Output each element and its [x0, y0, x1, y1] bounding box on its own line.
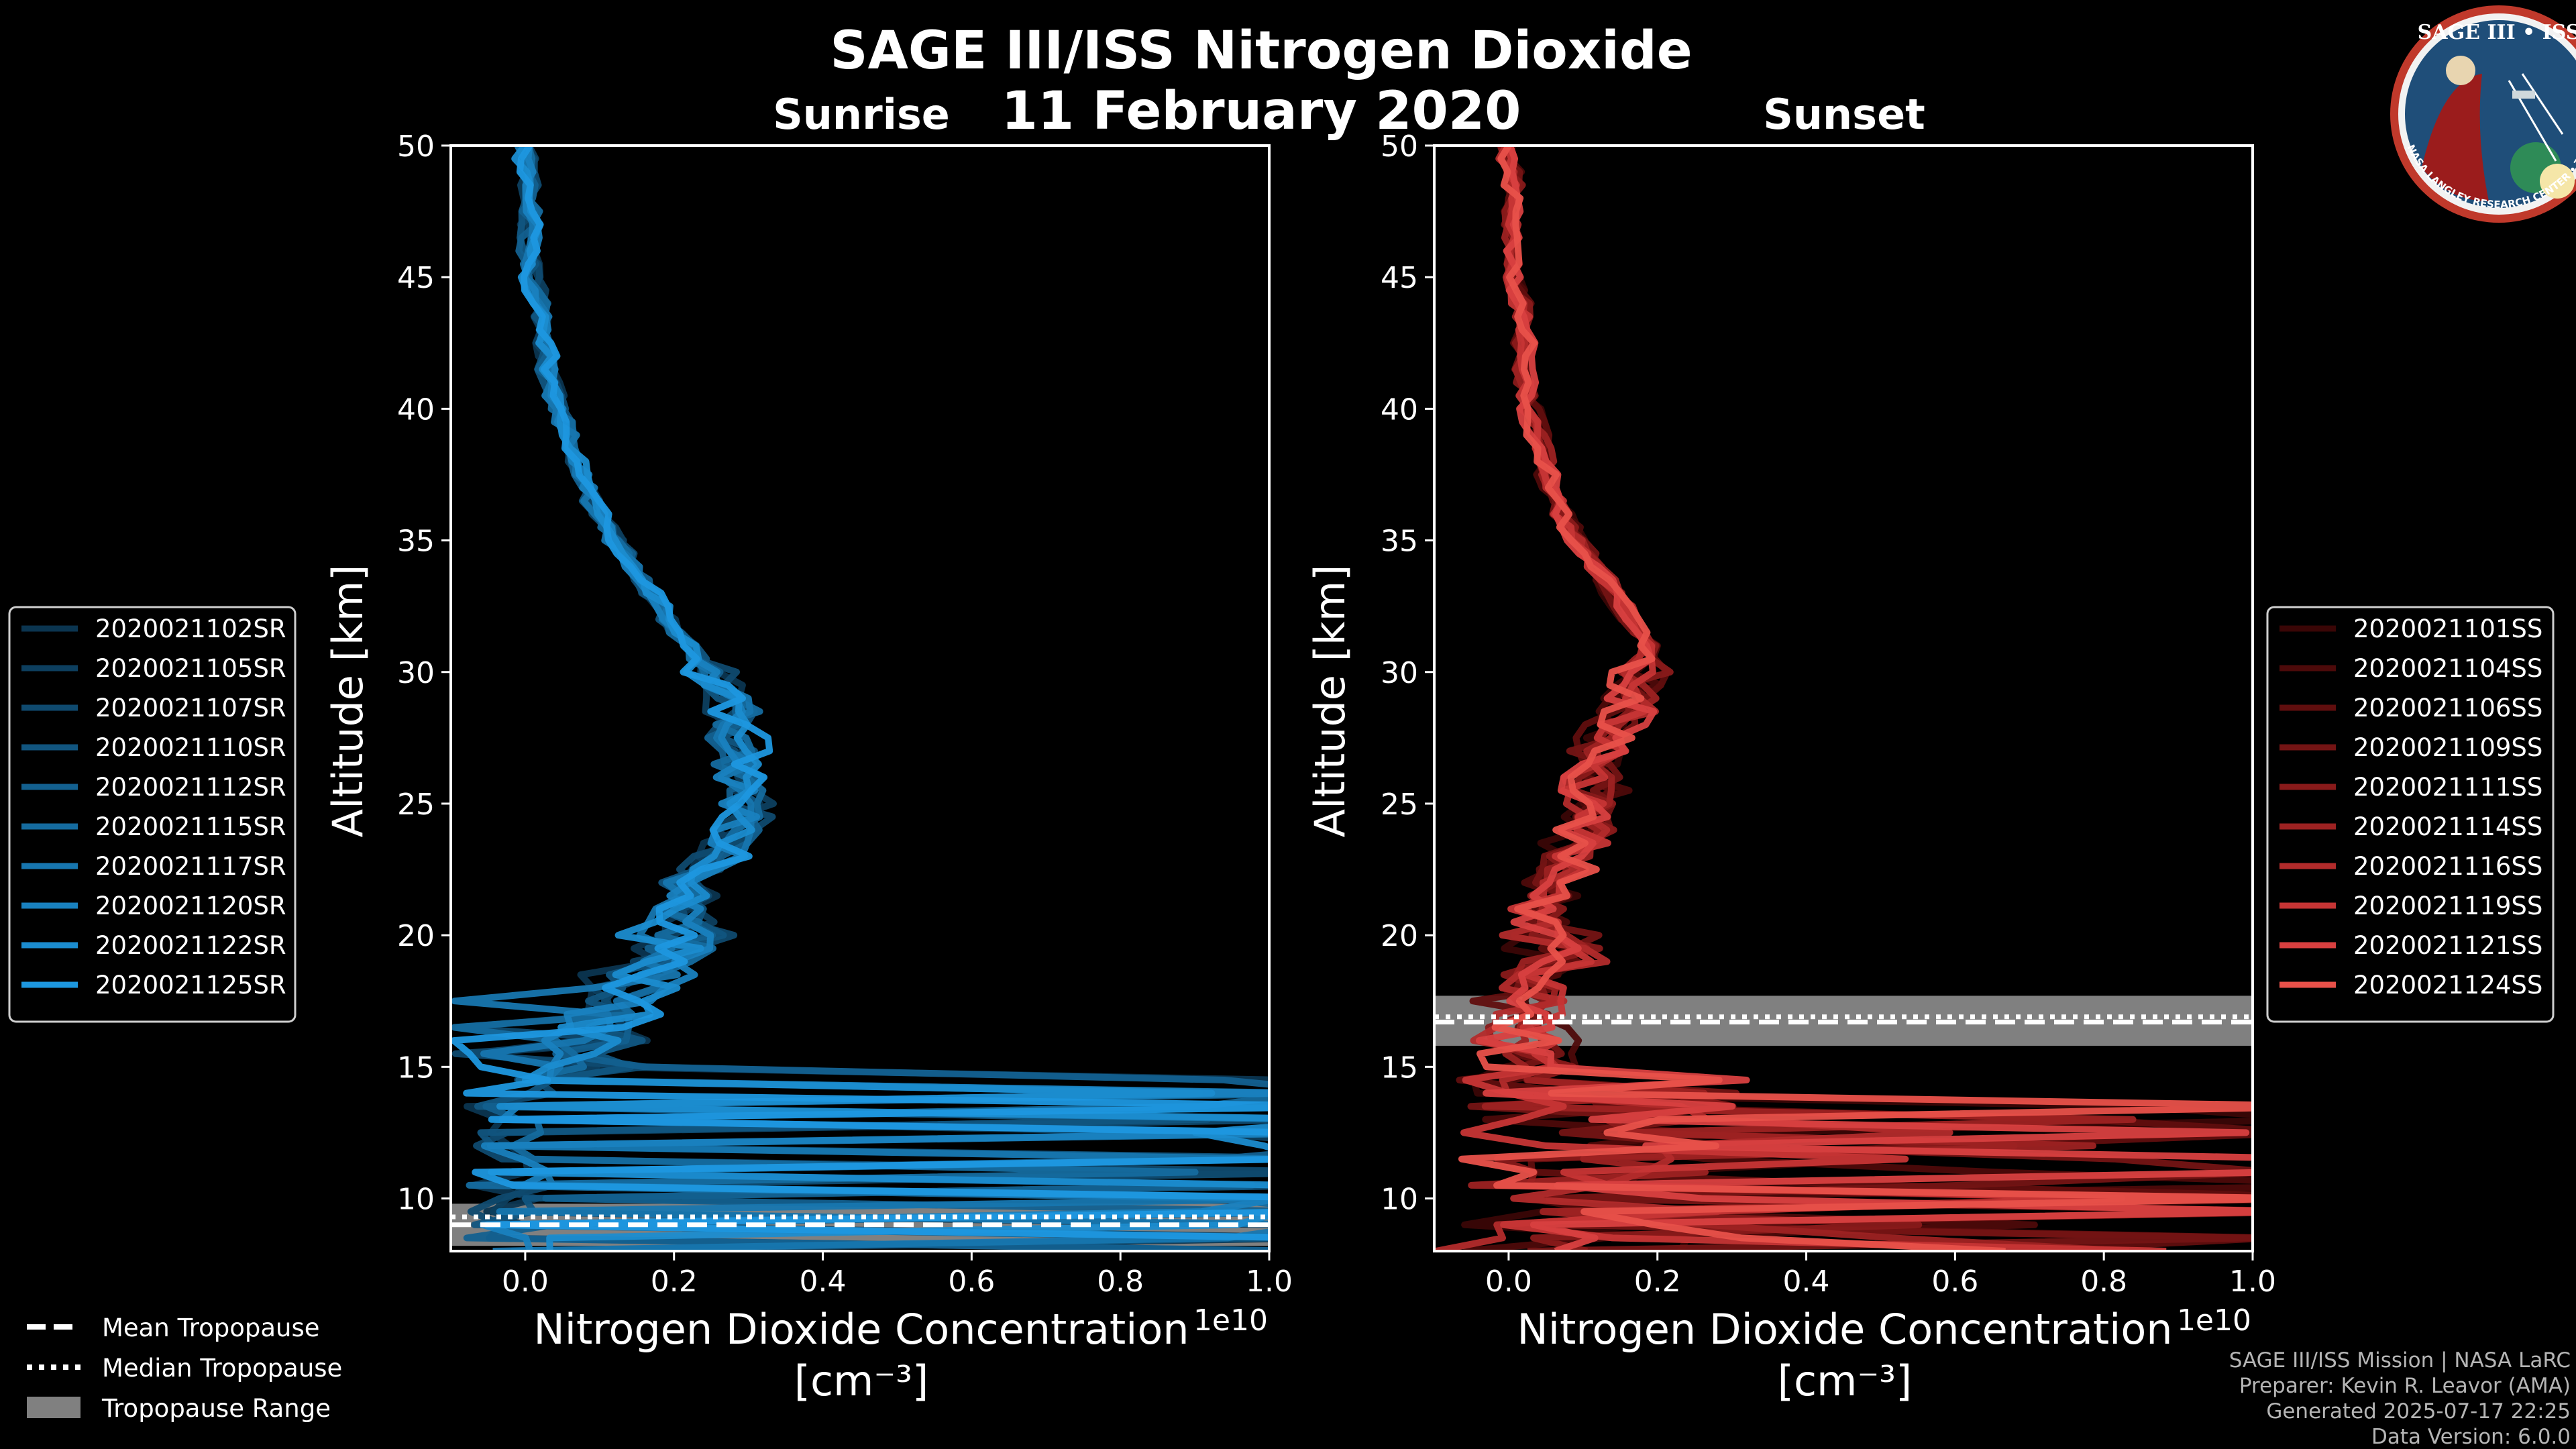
- legend-box: [8, 606, 297, 1023]
- y-tick-label: 35: [397, 525, 435, 559]
- logo-title: SAGE III • ISS: [2418, 21, 2576, 44]
- legend-entry-label: 2020021121SS: [2353, 931, 2542, 960]
- y-tick-label: 25: [1381, 788, 1418, 822]
- credit-mission: SAGE III/ISS Mission | NASA LaRC: [2229, 1348, 2571, 1373]
- legend-entry-label: 2020021111SS: [2353, 773, 2542, 802]
- legend-entry-label: 2020021114SS: [2353, 812, 2542, 841]
- sunset-legend: 2020021101SS 2020021104SS 2020021106SS 2020…: [2266, 606, 2555, 1023]
- legend-entry-label: 2020021109SS: [2353, 733, 2542, 762]
- y-tick-label: 15: [1381, 1051, 1418, 1085]
- x-axis-label: Nitrogen Dioxide Concentration: [1517, 1305, 2172, 1354]
- sunset-panel-title: Sunset: [1763, 90, 1925, 139]
- y-tick-label: 50: [1381, 129, 1418, 164]
- sunrise-legend: 2020021102SR 2020021105SR 2020021107SR 2020…: [8, 606, 297, 1023]
- x-tick-label: 0.0: [502, 1265, 549, 1299]
- x-tick-label: 0.4: [1783, 1265, 1830, 1299]
- series-line-2020021121SS: [1475, 146, 2253, 1251]
- sunset-chart: 0.0 0.2 0.4 0.6 0.8 1.0 10 15 20 25 30 35 40 45 50 1e10…: [1305, 129, 2276, 1405]
- sunrise-panel-title: Sunrise: [773, 90, 950, 139]
- credit-generated: Generated 2025-07-17 22:25: [2266, 1399, 2571, 1424]
- legend-entry-label: 2020021117SR: [95, 852, 286, 881]
- y-axis-label: Altitude [km]: [323, 565, 372, 838]
- x-offset-label: 1e10: [2177, 1303, 2251, 1338]
- x-axis-units: [cm⁻³]: [1778, 1356, 1912, 1405]
- median-tropopause-label: Median Tropopause: [102, 1354, 342, 1383]
- y-tick-label: 30: [1381, 656, 1418, 690]
- y-tick-label: 20: [1381, 919, 1418, 953]
- legend-entry-label: 2020021110SR: [95, 733, 286, 762]
- x-tick-label: 0.6: [948, 1265, 995, 1299]
- y-tick-label: 40: [1381, 392, 1418, 427]
- logo-figure-icon: [2422, 74, 2489, 201]
- credit-preparer: Preparer: Kevin R. Leavor (AMA): [2239, 1374, 2571, 1398]
- y-tick-label: 10: [1381, 1183, 1418, 1217]
- series-line-2020021125SR: [451, 146, 1269, 1241]
- legend-entry-label: 2020021122SR: [95, 931, 286, 960]
- legend-entry-label: 2020021125SR: [95, 971, 286, 1000]
- x-tick-label: 0.2: [1634, 1265, 1681, 1299]
- legend-entry-label: 2020021124SS: [2353, 971, 2542, 1000]
- legend-entry-label: 2020021120SR: [95, 892, 286, 920]
- y-tick-label: 40: [397, 392, 435, 427]
- y-tick-label: 50: [397, 129, 435, 164]
- x-tick-label: 0.4: [800, 1265, 847, 1299]
- y-axis-label: Altitude [km]: [1305, 565, 1354, 838]
- legend-entry-label: 2020021105SR: [95, 654, 286, 683]
- legend-entry-label: 2020021102SR: [95, 614, 286, 643]
- y-tick-label: 45: [1381, 261, 1418, 295]
- x-tick-label: 0.2: [651, 1265, 698, 1299]
- x-tick-label: 0.8: [2080, 1265, 2127, 1299]
- axes-frame: [1433, 144, 2254, 1252]
- x-axis-units: [cm⁻³]: [794, 1356, 928, 1405]
- credits: SAGE III/ISS Mission | NASA LaRC Prepare…: [2229, 1348, 2571, 1449]
- tropopause-legend: Mean Tropopause Median Tropopause Tropop…: [27, 1313, 342, 1423]
- x-axis-label: Nitrogen Dioxide Concentration: [533, 1305, 1189, 1354]
- y-tick-label: 25: [397, 788, 435, 822]
- y-tick-label: 10: [397, 1183, 435, 1217]
- series-line-2020021124SS: [1458, 146, 2253, 1251]
- credit-version: Data Version: 6.0.0: [2371, 1425, 2571, 1449]
- x-tick-label: 0.0: [1485, 1265, 1532, 1299]
- x-tick-label: 1.0: [1246, 1265, 1293, 1299]
- logo-station-icon: [2512, 91, 2535, 99]
- legend-entry-label: 2020021115SR: [95, 812, 286, 841]
- y-tick-label: 20: [397, 919, 435, 953]
- plot-content: [1434, 146, 2253, 1251]
- sunrise-chart: 0.0 0.2 0.4 0.6 0.8 1.0 10 15 20 25 30 35 40 45 50 1e10…: [323, 129, 1293, 1405]
- mean-tropopause-label: Mean Tropopause: [102, 1313, 320, 1342]
- legend-box: [2266, 606, 2555, 1023]
- legend-entry-label: 2020021119SS: [2353, 892, 2542, 920]
- figure-title: SAGE III/ISS Nitrogen Dioxide: [830, 21, 1692, 81]
- y-tick-label: 45: [397, 261, 435, 295]
- legend-entry-label: 2020021106SS: [2353, 694, 2542, 722]
- legend-entry-label: 2020021107SR: [95, 694, 286, 722]
- axes-frame: [449, 144, 1271, 1252]
- x-tick-label: 1.0: [2229, 1265, 2276, 1299]
- plot-content: [451, 146, 1269, 1251]
- y-tick-label: 35: [1381, 525, 1418, 559]
- legend-entry-label: 2020021116SS: [2353, 852, 2542, 881]
- tropopause-range-swatch: [27, 1397, 80, 1418]
- legend-entry-label: 2020021101SS: [2353, 614, 2542, 643]
- legend-entry-label: 2020021112SR: [95, 773, 286, 802]
- figure-date: 11 February 2020: [1002, 81, 1521, 142]
- tropopause-range-label: Tropopause Range: [101, 1394, 331, 1423]
- x-tick-label: 0.6: [1931, 1265, 1978, 1299]
- x-tick-label: 0.8: [1097, 1265, 1144, 1299]
- x-offset-label: 1e10: [1193, 1303, 1268, 1338]
- legend-entry-label: 2020021104SS: [2353, 654, 2542, 683]
- y-tick-label: 15: [397, 1051, 435, 1085]
- y-tick-label: 30: [397, 656, 435, 690]
